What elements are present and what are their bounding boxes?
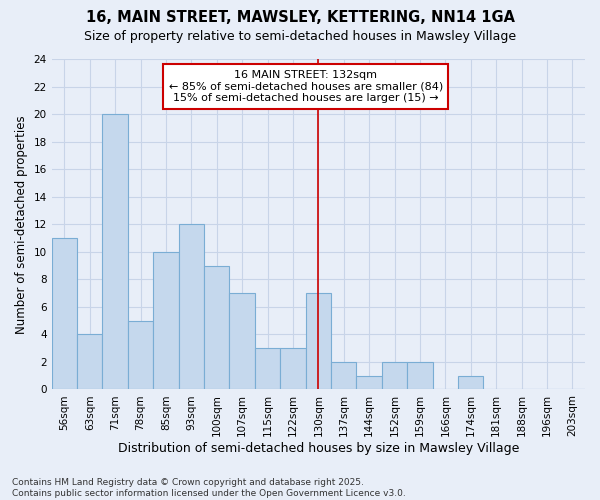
Bar: [407, 362, 433, 390]
Bar: [356, 376, 382, 390]
Bar: [128, 320, 153, 390]
Bar: [179, 224, 204, 390]
Bar: [382, 362, 407, 390]
Bar: [229, 293, 255, 390]
Text: Contains HM Land Registry data © Crown copyright and database right 2025.
Contai: Contains HM Land Registry data © Crown c…: [12, 478, 406, 498]
Bar: [153, 252, 179, 390]
Text: Size of property relative to semi-detached houses in Mawsley Village: Size of property relative to semi-detach…: [84, 30, 516, 43]
Bar: [77, 334, 103, 390]
Text: 16, MAIN STREET, MAWSLEY, KETTERING, NN14 1GA: 16, MAIN STREET, MAWSLEY, KETTERING, NN1…: [86, 10, 515, 25]
X-axis label: Distribution of semi-detached houses by size in Mawsley Village: Distribution of semi-detached houses by …: [118, 442, 519, 455]
Bar: [255, 348, 280, 390]
Bar: [331, 362, 356, 390]
Text: 16 MAIN STREET: 132sqm
← 85% of semi-detached houses are smaller (84)
15% of sem: 16 MAIN STREET: 132sqm ← 85% of semi-det…: [169, 70, 443, 103]
Bar: [204, 266, 229, 390]
Bar: [305, 293, 331, 390]
Bar: [103, 114, 128, 390]
Bar: [280, 348, 305, 390]
Y-axis label: Number of semi-detached properties: Number of semi-detached properties: [15, 115, 28, 334]
Bar: [458, 376, 484, 390]
Bar: [52, 238, 77, 390]
